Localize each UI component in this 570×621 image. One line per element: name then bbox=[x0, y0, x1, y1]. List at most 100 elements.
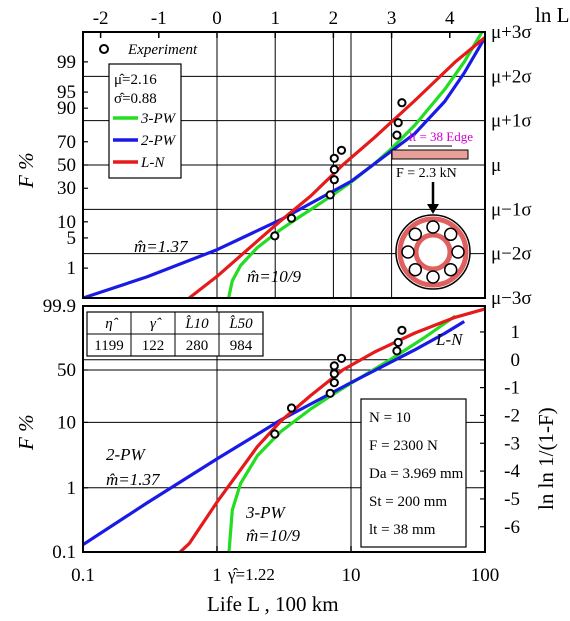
upper-experiment-point bbox=[329, 153, 339, 163]
lower-experiment-point bbox=[329, 361, 339, 371]
bearing-inner-race bbox=[413, 232, 453, 272]
lower-experiment-point bbox=[286, 403, 297, 413]
table-value-cell: 1199 bbox=[94, 338, 123, 354]
upper-experiment-point bbox=[325, 190, 335, 200]
bottom-x-tick-label: 1 bbox=[212, 565, 222, 586]
lower-experiment-point bbox=[397, 325, 407, 335]
lower-right-tick-label: -6 bbox=[504, 517, 520, 538]
bearing-outer-race bbox=[397, 216, 469, 288]
lower-experiment-point bbox=[336, 353, 347, 363]
param-line: Da = 3.969 mm bbox=[369, 466, 464, 482]
top-x-tick-label: 1 bbox=[270, 8, 280, 29]
legend-2pw-label: 2-PW bbox=[141, 133, 177, 149]
load-label: F = 2.3 kN bbox=[396, 166, 457, 181]
lower-right-tick-labels: 1 0 -1 -2 -3 -4 -5 -6 bbox=[480, 322, 520, 538]
bearing-ball bbox=[401, 245, 415, 259]
params-list: N = 10 F = 2300 N Da = 3.969 mm St = 200 mm… bbox=[369, 410, 464, 538]
lower-right-axis-label: ln ln 1/(1-F) bbox=[534, 407, 558, 510]
legend-experiment-label: Experiment bbox=[127, 42, 198, 58]
bottom-x-tick-label: 10 bbox=[342, 565, 361, 586]
lower-series-2-pw bbox=[83, 320, 466, 547]
upper-experiment-point bbox=[329, 175, 339, 185]
legend-ln-label: L-N bbox=[140, 155, 165, 171]
upper-y-axis-label: F % bbox=[14, 152, 38, 189]
lower-left-tick-label: 0.1 bbox=[52, 542, 76, 563]
upper-left-tick-label: 95 bbox=[57, 82, 76, 103]
lower-right-tick-label: -2 bbox=[504, 405, 520, 426]
upper-right-tick-label: μ−2σ bbox=[491, 244, 532, 265]
lower-right-tick-label: -3 bbox=[504, 433, 520, 454]
table-value-cell: 984 bbox=[230, 338, 253, 354]
upper-experiment-point bbox=[392, 130, 402, 140]
upper-right-tick-label: μ−1σ bbox=[491, 199, 532, 220]
upper-right-tick-label: μ bbox=[491, 155, 501, 176]
top-x-tick-label: -2 bbox=[93, 8, 109, 29]
table-header-cell: L̂50 bbox=[228, 316, 253, 332]
lower-left-tick-label: 50 bbox=[57, 360, 76, 381]
bearing-ball bbox=[426, 270, 440, 284]
legend-3pw-label: 3-PW bbox=[140, 111, 177, 127]
param-line: lt = 38 mm bbox=[369, 522, 436, 538]
lower-left-tick-label: 99.9 bbox=[43, 296, 76, 317]
bearing-ball bbox=[451, 245, 465, 259]
table-value-cell: 122 bbox=[142, 338, 165, 354]
upper-series-l-n bbox=[188, 35, 485, 298]
bearing-ball bbox=[426, 220, 440, 234]
upper-legend: Experiment μ̂=2.16 σ̂=0.88 3-PW 2-PW L-N bbox=[99, 42, 198, 179]
lower-right-tick-label: 0 bbox=[511, 350, 521, 371]
upper-left-tick-label: 30 bbox=[57, 178, 76, 199]
bearing-ball bbox=[408, 227, 423, 242]
upper-experiment-point bbox=[286, 213, 297, 223]
lower-experiment-point bbox=[325, 388, 335, 398]
top-x-tick-labels: -2 -1 0 1 2 3 4 bbox=[93, 8, 455, 38]
lower-gamma-label: γ̂=1.22 bbox=[227, 565, 275, 584]
upper-experiment-point bbox=[397, 98, 407, 108]
bottom-x-tick-label: 100 bbox=[471, 565, 500, 586]
upper-left-tick-label: 5 bbox=[67, 228, 77, 249]
upper-m-3pw-label: m̂=10/9 bbox=[247, 267, 301, 286]
lower-experiment-point bbox=[329, 378, 339, 388]
lower-2pw-label: 2-PW bbox=[106, 445, 147, 464]
load-arrow-head bbox=[427, 204, 439, 214]
upper-right-tick-labels: μ+3σ μ+2σ μ+1σ μ μ−1σ μ−2σ μ−3σ bbox=[491, 22, 532, 309]
legend-mu-hat: μ̂=2.16 bbox=[114, 72, 157, 88]
lower-m-3pw-label: m̂=10/9 bbox=[246, 526, 300, 545]
lower-points bbox=[270, 325, 407, 439]
param-line: F = 2300 N bbox=[369, 438, 438, 454]
lower-ln-label: L-N bbox=[435, 330, 464, 349]
bottom-x-tick-labels: 0.1 1 10 100 bbox=[71, 546, 499, 586]
upper-experiment-point bbox=[270, 231, 280, 241]
edge-plate bbox=[391, 149, 469, 160]
lower-experiment-point bbox=[392, 346, 402, 356]
bearing-balls bbox=[401, 220, 465, 284]
bottom-x-tick-label: 0.1 bbox=[71, 565, 95, 586]
legend-box bbox=[108, 63, 182, 179]
upper-series-2-pw bbox=[83, 36, 485, 298]
upper-right-tick-label: μ−3σ bbox=[491, 288, 532, 309]
lower-series-3-pw bbox=[227, 314, 457, 552]
upper-experiment-point bbox=[393, 118, 403, 128]
lower-panel bbox=[82, 305, 486, 553]
lower-curves bbox=[83, 307, 485, 552]
top-x-tick-label: -1 bbox=[151, 8, 167, 29]
edge-label: lt = 38 Edge bbox=[409, 129, 473, 144]
lower-right-tick-label: -4 bbox=[504, 461, 520, 482]
param-line: St = 200 mm bbox=[369, 494, 447, 510]
legend-experiment-marker bbox=[99, 44, 109, 54]
lower-right-tick-label: 1 bbox=[511, 322, 521, 343]
bottom-x-axis-label: Life L , 100 km bbox=[207, 592, 339, 616]
lower-right-tick-label: -5 bbox=[504, 489, 520, 510]
param-line: N = 10 bbox=[369, 410, 411, 426]
upper-m-2pw-label: m̂=1.37 bbox=[134, 237, 189, 256]
upper-right-tick-label: μ+1σ bbox=[491, 111, 532, 132]
upper-left-tick-label: 1 bbox=[67, 258, 77, 279]
legend-sigma-hat: σ̂=0.88 bbox=[114, 91, 157, 107]
bearing-ball bbox=[443, 262, 458, 277]
upper-left-tick-label: 10 bbox=[57, 212, 76, 233]
table-header-cell: L̂10 bbox=[184, 316, 209, 332]
upper-right-tick-label: μ+3σ bbox=[491, 22, 532, 43]
top-axis-label: ln L bbox=[535, 3, 569, 27]
lower-left-tick-labels: 99.9 50 10 1 0.1 bbox=[43, 296, 88, 563]
